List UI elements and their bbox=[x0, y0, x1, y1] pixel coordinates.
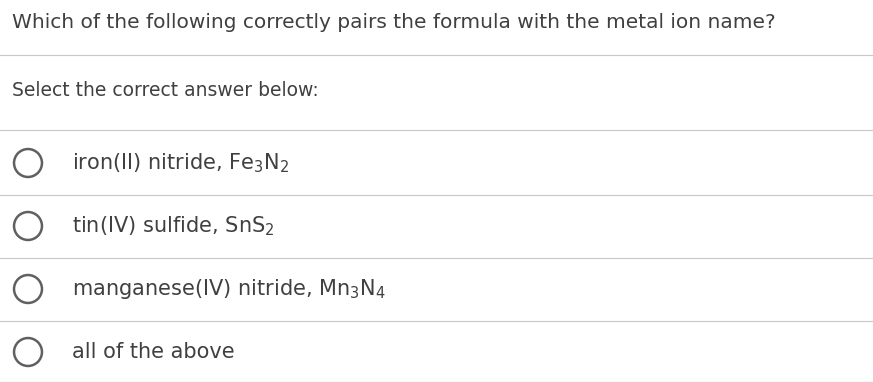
Text: Select the correct answer below:: Select the correct answer below: bbox=[12, 81, 319, 99]
Text: iron(II) nitride, Fe$_3$N$_2$: iron(II) nitride, Fe$_3$N$_2$ bbox=[72, 151, 289, 175]
Text: Which of the following correctly pairs the formula with the metal ion name?: Which of the following correctly pairs t… bbox=[12, 13, 775, 31]
Text: all of the above: all of the above bbox=[72, 342, 235, 362]
Text: tin(IV) sulfide, SnS$_2$: tin(IV) sulfide, SnS$_2$ bbox=[72, 214, 275, 238]
Text: manganese(IV) nitride, Mn$_3$N$_4$: manganese(IV) nitride, Mn$_3$N$_4$ bbox=[72, 277, 386, 301]
